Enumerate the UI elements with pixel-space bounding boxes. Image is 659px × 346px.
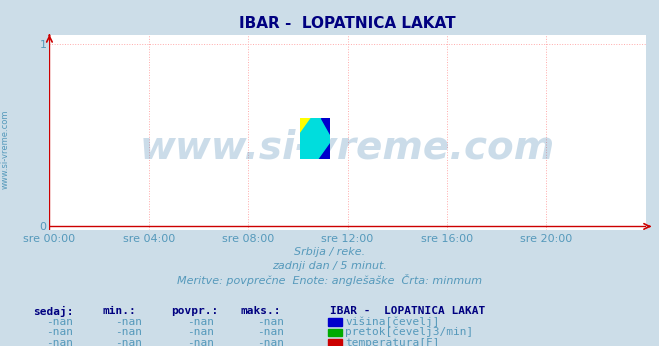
Text: -nan: -nan bbox=[188, 327, 214, 337]
Text: Srbija / reke.: Srbija / reke. bbox=[294, 247, 365, 257]
Text: -nan: -nan bbox=[257, 317, 283, 327]
Text: -nan: -nan bbox=[257, 338, 283, 346]
Text: -nan: -nan bbox=[257, 327, 283, 337]
Text: -nan: -nan bbox=[115, 338, 142, 346]
Text: pretok[čevelj3/min]: pretok[čevelj3/min] bbox=[345, 327, 474, 337]
Text: IBAR -  LOPATNICA LAKAT: IBAR - LOPATNICA LAKAT bbox=[330, 307, 485, 316]
Text: www.si-vreme.com: www.si-vreme.com bbox=[140, 129, 556, 167]
Text: -nan: -nan bbox=[115, 327, 142, 337]
Text: -nan: -nan bbox=[46, 327, 72, 337]
Polygon shape bbox=[300, 118, 330, 159]
Text: min.:: min.: bbox=[102, 307, 136, 316]
Polygon shape bbox=[300, 118, 330, 159]
Title: IBAR -  LOPATNICA LAKAT: IBAR - LOPATNICA LAKAT bbox=[239, 16, 456, 31]
Text: -nan: -nan bbox=[46, 338, 72, 346]
Text: -nan: -nan bbox=[115, 317, 142, 327]
Text: -nan: -nan bbox=[188, 338, 214, 346]
Text: Meritve: povprečne  Enote: anglešaške  Črta: minmum: Meritve: povprečne Enote: anglešaške Črt… bbox=[177, 274, 482, 286]
Text: višina[čevelj]: višina[čevelj] bbox=[345, 317, 440, 327]
Text: -nan: -nan bbox=[46, 317, 72, 327]
Text: sedaj:: sedaj: bbox=[33, 306, 73, 317]
Text: povpr.:: povpr.: bbox=[171, 307, 219, 316]
Text: www.si-vreme.com: www.si-vreme.com bbox=[1, 109, 10, 189]
Polygon shape bbox=[312, 118, 330, 159]
Polygon shape bbox=[320, 118, 330, 134]
Text: -nan: -nan bbox=[188, 317, 214, 327]
Polygon shape bbox=[300, 134, 318, 159]
Text: temperatura[F]: temperatura[F] bbox=[345, 338, 440, 346]
Text: zadnji dan / 5 minut.: zadnji dan / 5 minut. bbox=[272, 261, 387, 271]
Text: maks.:: maks.: bbox=[241, 307, 281, 316]
